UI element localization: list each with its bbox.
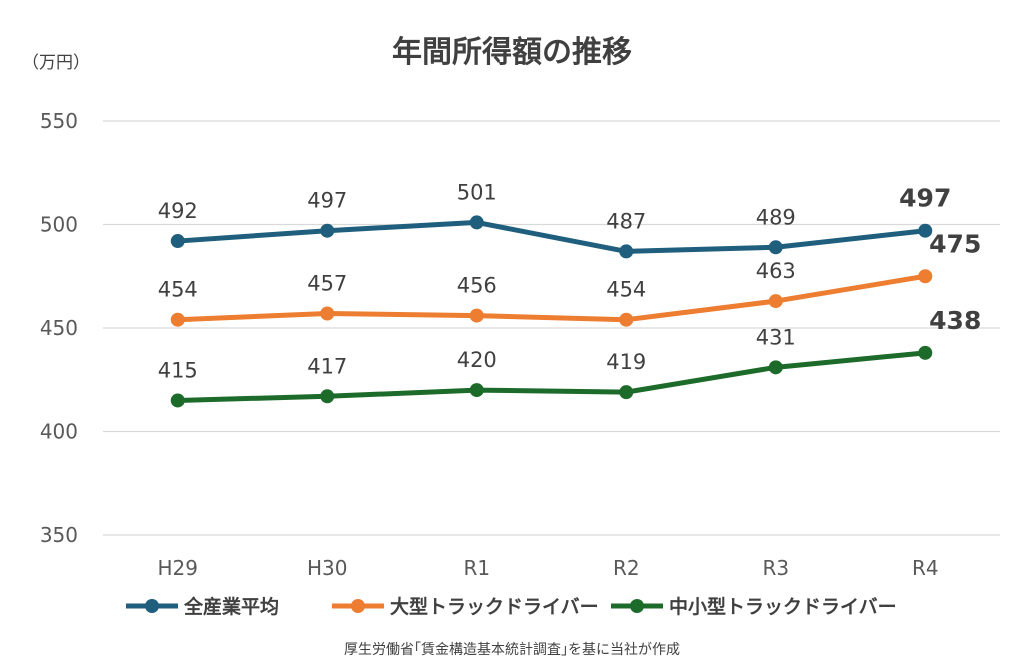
legend-label: 大型トラックドライバー: [390, 595, 599, 618]
data-label: 454: [606, 278, 646, 302]
x-tick-label: R1: [463, 556, 490, 580]
y-axis-ticks: 350 400 450 500 550: [40, 109, 78, 547]
series-line: [175, 350, 928, 403]
data-point: [768, 240, 783, 255]
data-label: 487: [606, 209, 646, 233]
series-line: [175, 273, 928, 323]
x-tick-label: R3: [762, 556, 789, 580]
data-label: 497: [899, 184, 951, 213]
data-label: 438: [929, 306, 981, 335]
data-label: 475: [929, 229, 981, 258]
data-point: [619, 312, 634, 327]
x-tick-label: H30: [307, 556, 348, 580]
data-label: 420: [457, 348, 497, 372]
series-group: 415 417 420 419 431 438: [158, 306, 981, 408]
data-point: [320, 389, 335, 404]
data-point: [918, 223, 933, 238]
data-point: [619, 385, 634, 400]
data-label: 492: [158, 199, 198, 223]
chart-title: 年間所得額の推移: [392, 35, 632, 70]
x-tick-label: H29: [158, 556, 199, 580]
y-tick-label: 500: [40, 213, 78, 237]
legend-swatch-marker: [630, 599, 644, 613]
data-point: [768, 360, 783, 375]
data-label: 415: [158, 358, 198, 382]
data-label: 454: [158, 278, 198, 302]
y-tick-label: 550: [40, 109, 78, 133]
grid-lines: [103, 120, 1000, 536]
y-tick-label: 350: [40, 523, 78, 547]
data-point: [768, 294, 783, 309]
legend-item: 中小型トラックドライバー: [611, 595, 897, 618]
y-tick-label: 400: [40, 420, 78, 444]
series-group: 492 497 501 487 489 497: [158, 180, 951, 259]
data-point: [320, 306, 335, 321]
data-point: [170, 234, 185, 249]
y-tick-label: 450: [40, 316, 78, 340]
data-point: [918, 269, 933, 284]
x-axis-ticks: H29 H30 R1 R2 R3 R4: [158, 556, 939, 580]
legend-item: 大型トラックドライバー: [332, 595, 599, 618]
x-tick-label: R4: [912, 556, 939, 580]
x-tick-label: R2: [613, 556, 640, 580]
y-axis-unit-label: （万円）: [22, 53, 90, 73]
legend-item: 全産業平均: [126, 595, 279, 618]
series-line: [175, 219, 928, 254]
legend: 全産業平均 大型トラックドライバー 中小型トラックドライバー: [126, 595, 897, 618]
data-point: [918, 345, 933, 360]
data-point: [469, 383, 484, 398]
legend-swatch-marker: [351, 599, 365, 613]
data-label: 463: [756, 259, 796, 283]
data-label: 417: [307, 354, 347, 378]
data-point: [170, 393, 185, 408]
legend-label: 中小型トラックドライバー: [669, 595, 897, 618]
source-note: 厚生労働省｢賃金構造基本統計調査｣を基に当社が作成: [344, 641, 680, 658]
data-label: 431: [756, 325, 796, 349]
data-label: 497: [307, 189, 347, 213]
data-point: [469, 308, 484, 323]
data-point: [320, 223, 335, 238]
data-label: 489: [756, 205, 796, 229]
data-label: 456: [457, 274, 497, 298]
data-label: 457: [307, 272, 347, 296]
data-point: [469, 215, 484, 230]
data-point: [619, 244, 634, 259]
data-point: [170, 312, 185, 327]
data-label: 419: [606, 350, 646, 374]
legend-swatch-marker: [145, 599, 159, 613]
series-group: 454 457 456 454 463 475: [158, 229, 981, 327]
legend-label: 全産業平均: [183, 595, 279, 618]
data-label: 501: [457, 180, 497, 204]
